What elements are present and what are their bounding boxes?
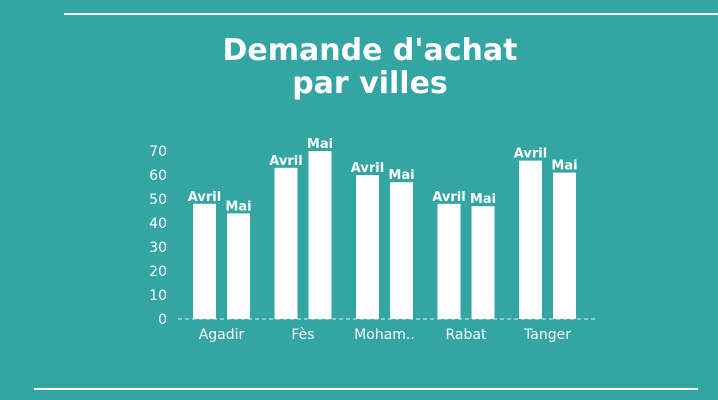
bar-avril bbox=[274, 167, 298, 319]
bar-label: Avril bbox=[269, 154, 302, 169]
bar-label: Mai bbox=[470, 192, 496, 207]
bar-avril bbox=[356, 175, 379, 319]
bar-avril bbox=[437, 203, 461, 319]
x-tick-label: Rabat bbox=[446, 327, 487, 343]
bar-label: Avril bbox=[514, 147, 547, 162]
y-tick-label: 0 bbox=[158, 312, 167, 328]
bar-avril bbox=[193, 203, 216, 319]
y-tick-label: 30 bbox=[149, 240, 167, 256]
bar-mai bbox=[227, 213, 250, 319]
y-tick-label: 70 bbox=[149, 144, 167, 160]
bar-label: Avril bbox=[188, 190, 221, 205]
x-tick-label: Tanger bbox=[523, 327, 571, 343]
y-tick-label: 40 bbox=[149, 216, 167, 232]
bar-label: Mai bbox=[388, 168, 414, 183]
y-tick-label: 20 bbox=[149, 264, 167, 280]
x-tick-label: Agadir bbox=[199, 327, 245, 343]
chart-title-line-1: Demande d'achat bbox=[222, 33, 518, 68]
bar-mai bbox=[390, 182, 413, 319]
bar-label: Avril bbox=[351, 161, 384, 176]
chart-title-line-2: par villes bbox=[292, 66, 448, 101]
bar-mai bbox=[308, 151, 332, 319]
bar-label: Avril bbox=[432, 190, 465, 205]
bar-label: Mai bbox=[551, 159, 577, 174]
bottom-divider bbox=[34, 388, 698, 390]
bar-mai bbox=[471, 206, 495, 319]
bar-label: Mai bbox=[225, 199, 251, 214]
bar-mai bbox=[553, 172, 576, 319]
bar-avril bbox=[519, 160, 542, 319]
y-tick-label: 10 bbox=[149, 288, 167, 304]
x-tick-label: Moham.. bbox=[354, 327, 415, 343]
x-tick-label: Fès bbox=[291, 327, 314, 343]
bar-label: Mai bbox=[307, 137, 333, 152]
y-tick-label: 50 bbox=[149, 192, 167, 208]
y-tick-label: 60 bbox=[149, 168, 167, 184]
top-divider bbox=[64, 13, 718, 15]
chart-title: Demande d'achat par villes bbox=[120, 34, 620, 100]
